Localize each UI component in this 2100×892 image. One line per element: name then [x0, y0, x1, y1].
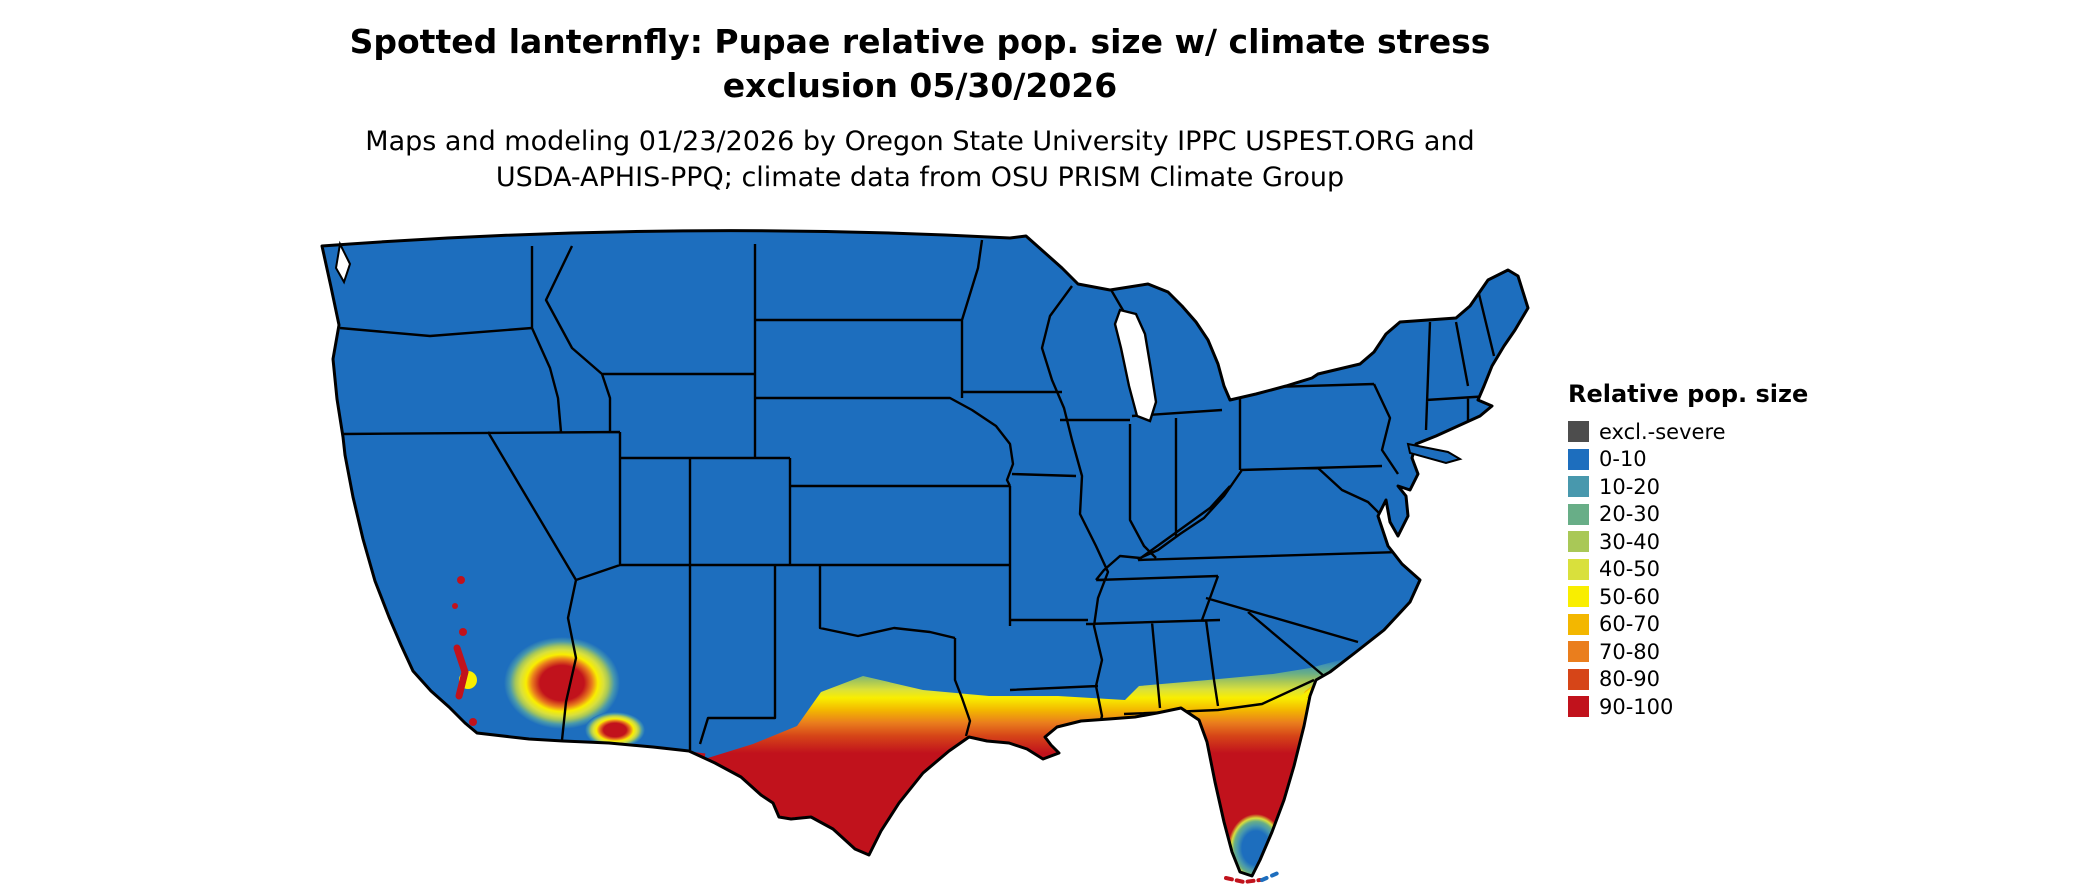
figure-title-line1: Spotted lanternfly: Pupae relative pop. … [349, 22, 1491, 61]
figure-subtitle-line2: USDA-APHIS-PPQ; climate data from OSU PR… [495, 162, 1345, 193]
figure-title: Spotted lanternfly: Pupae relative pop. … [0, 20, 1840, 108]
legend: Relative pop. size excl.-severe 0-10 10-… [1568, 380, 1808, 721]
legend-item-label: 40-50 [1599, 557, 1661, 582]
us-map [320, 229, 1530, 884]
legend-swatch [1568, 641, 1589, 663]
legend-item-label: 50-60 [1599, 584, 1661, 609]
legend-swatch [1568, 558, 1589, 580]
state-borders [339, 239, 1496, 750]
legend-swatch [1568, 668, 1589, 690]
legend-item-label: 10-20 [1599, 474, 1661, 499]
legend-item: 20-30 [1568, 501, 1808, 529]
legend-item: excl.-severe [1568, 418, 1808, 446]
legend-swatch [1568, 503, 1589, 525]
legend-item: 60-70 [1568, 611, 1808, 639]
california-coast-hotspots [452, 576, 477, 726]
legend-swatch [1568, 696, 1589, 718]
legend-item: 50-60 [1568, 583, 1808, 611]
figure-subtitle-line1: Maps and modeling 01/23/2026 by Oregon S… [365, 126, 1475, 157]
legend-title: Relative pop. size [1568, 380, 1809, 408]
figure-title-line2: exclusion 05/30/2026 [722, 66, 1118, 105]
legend-item-label: excl.-severe [1599, 419, 1726, 444]
legend-item: 80-90 [1568, 666, 1808, 694]
legend-swatch [1568, 531, 1589, 553]
legend-item-label: 90-100 [1599, 694, 1674, 719]
legend-swatch [1568, 421, 1589, 443]
legend-item: 90-100 [1568, 693, 1808, 721]
florida-keys [1224, 871, 1280, 884]
lake-michigan [1113, 308, 1158, 423]
legend-item-label: 60-70 [1599, 612, 1661, 637]
legend-item: 70-80 [1568, 638, 1808, 666]
legend-item: 40-50 [1568, 556, 1808, 584]
legend-swatch [1568, 586, 1589, 608]
figure-subtitle: Maps and modeling 01/23/2026 by Oregon S… [0, 124, 1840, 196]
legend-swatch [1568, 476, 1589, 498]
legend-item-label: 30-40 [1599, 529, 1661, 554]
legend-swatch [1568, 448, 1589, 470]
puget-sound-inlet [334, 240, 352, 285]
legend-item-label: 20-30 [1599, 502, 1661, 527]
arizona-border-hotspot [585, 712, 645, 748]
legend-item-label: 80-90 [1599, 667, 1661, 692]
legend-item: 30-40 [1568, 528, 1808, 556]
legend-swatch [1568, 613, 1589, 635]
legend-item: 10-20 [1568, 473, 1808, 501]
legend-item-label: 70-80 [1599, 639, 1661, 664]
legend-item: 0-10 [1568, 446, 1808, 474]
arizona-hotspot [504, 637, 620, 729]
long-island [1406, 442, 1463, 465]
legend-item-label: 0-10 [1599, 447, 1647, 472]
